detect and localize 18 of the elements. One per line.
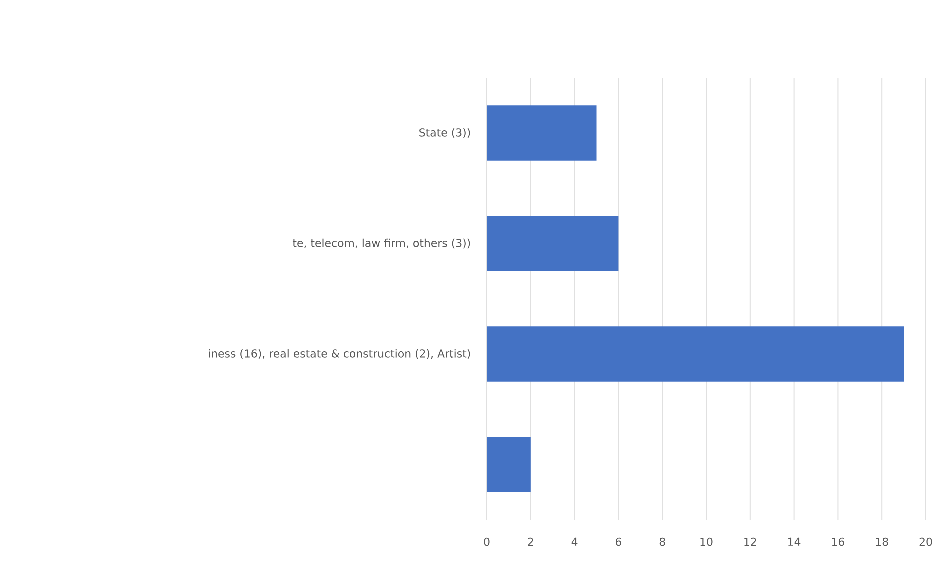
x-tick-label: 6 — [616, 538, 622, 546]
x-tick-label: 8 — [660, 538, 666, 546]
x-tick-label: 4 — [572, 538, 578, 546]
x-tick-label: 14 — [788, 538, 801, 546]
bar — [487, 216, 619, 272]
x-tick-label: 16 — [832, 538, 844, 546]
x-tick-label: 0 — [484, 538, 490, 546]
bar — [487, 106, 597, 161]
bar — [487, 437, 531, 492]
y-tick-label: te, telecom, law firm, others (3)) — [292, 238, 470, 249]
x-tick-label: 10 — [700, 538, 713, 546]
x-tick-label: 18 — [876, 538, 888, 546]
y-tick-label: State (3)) — [420, 128, 470, 138]
x-tick-label: 20 — [920, 538, 932, 546]
x-tick-label: 12 — [744, 538, 756, 546]
bar — [487, 326, 904, 382]
x-tick-label: 2 — [528, 538, 534, 546]
y-tick-label: iness (16), real estate & construction (2), Artist) — [209, 349, 470, 360]
